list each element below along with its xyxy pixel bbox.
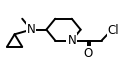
Text: O: O [84,47,93,60]
Text: N: N [27,23,35,36]
Text: N: N [67,34,76,47]
Text: Cl: Cl [108,24,120,37]
